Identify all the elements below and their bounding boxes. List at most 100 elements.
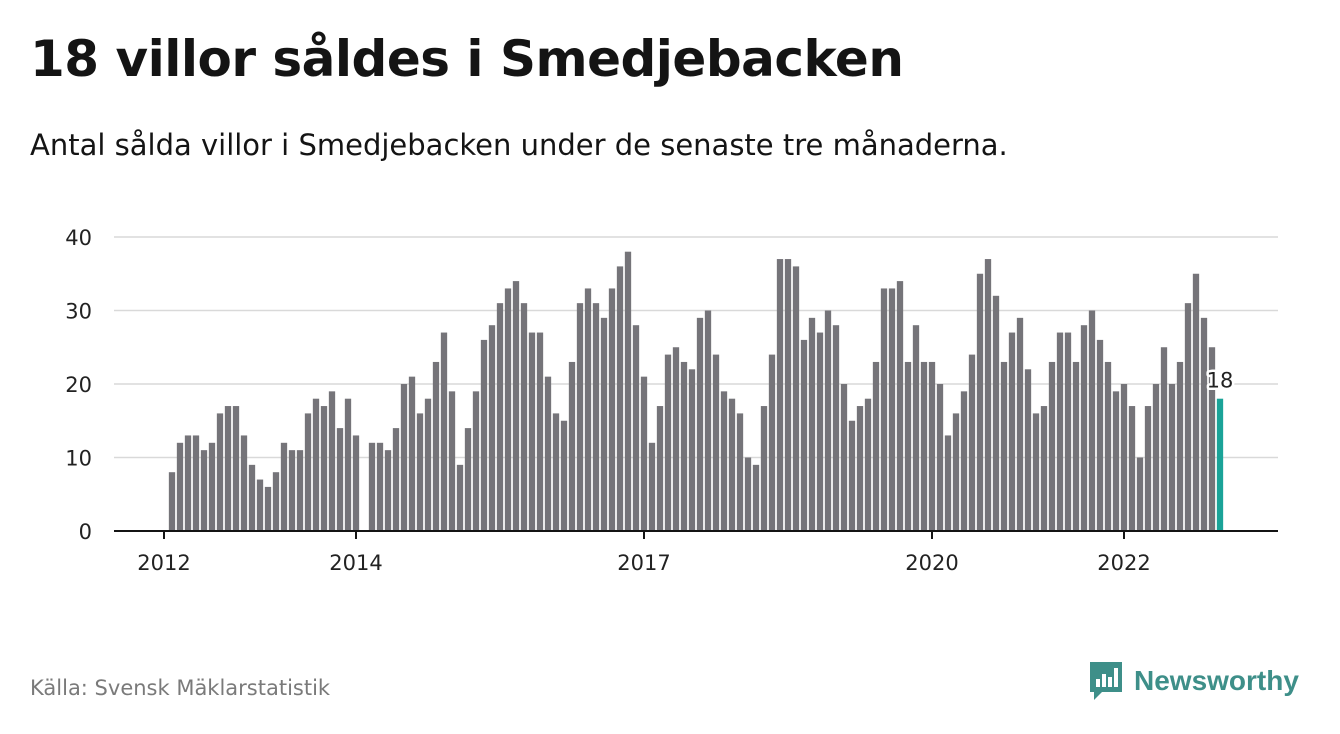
x-tick-label: 2017 — [617, 551, 670, 575]
bar — [904, 361, 912, 531]
bar — [1168, 384, 1176, 531]
bar — [192, 435, 200, 531]
bar — [776, 259, 784, 531]
bar — [920, 361, 928, 531]
bar — [448, 391, 456, 531]
y-tick-label: 10 — [65, 447, 92, 471]
bar — [728, 398, 736, 531]
bar — [896, 281, 904, 531]
highlight-annotation: 18 — [1204, 366, 1236, 395]
bar — [936, 384, 944, 531]
bar — [552, 413, 560, 531]
bar — [352, 435, 360, 531]
bar — [680, 361, 688, 531]
bar — [816, 332, 824, 531]
bar — [616, 266, 624, 531]
bar — [240, 435, 248, 531]
brand-name: Newsworthy — [1134, 665, 1299, 696]
chart-subtitle: Antal sålda villor i Smedjebacken under … — [30, 128, 1008, 162]
bar — [736, 413, 744, 531]
bar — [840, 384, 848, 531]
bar — [832, 325, 840, 531]
x-tick-label: 2014 — [329, 551, 382, 575]
bar — [760, 406, 768, 531]
bar — [1080, 325, 1088, 531]
bar — [168, 472, 176, 531]
bar — [464, 428, 472, 531]
bar — [1112, 391, 1120, 531]
bar — [1056, 332, 1064, 531]
bar — [1040, 406, 1048, 531]
bar — [824, 310, 832, 531]
bar — [648, 442, 656, 531]
bar — [872, 361, 880, 531]
bar — [592, 303, 600, 531]
bar — [1104, 361, 1112, 531]
bar — [296, 450, 304, 531]
bar — [1064, 332, 1072, 531]
bar — [992, 295, 1000, 531]
bar — [1176, 361, 1184, 531]
bar — [368, 442, 376, 531]
bar — [1000, 361, 1008, 531]
bar — [328, 391, 336, 531]
bar — [1120, 384, 1128, 531]
bar — [808, 317, 816, 531]
bar — [176, 442, 184, 531]
bar — [216, 413, 224, 531]
bar — [280, 442, 288, 531]
bar — [480, 339, 488, 531]
x-tick-label: 2020 — [905, 551, 958, 575]
bar-chart: 0 10 20 30 40 2012 2014 2017 2020 2022 18 — [65, 226, 1278, 575]
y-tick-label: 30 — [65, 300, 92, 324]
bar — [960, 391, 968, 531]
bar — [1032, 413, 1040, 531]
bar — [224, 406, 232, 531]
bar — [200, 450, 208, 531]
bar — [664, 354, 672, 531]
y-tick-label: 0 — [79, 520, 92, 544]
bar — [880, 288, 888, 531]
bar — [568, 361, 576, 531]
bar — [1192, 273, 1200, 531]
x-axis-ticks: 2012 2014 2017 2020 2022 — [137, 531, 1151, 575]
bar — [888, 288, 896, 531]
bar — [912, 325, 920, 531]
bar — [744, 457, 752, 531]
bar — [1184, 303, 1192, 531]
x-tick-label: 2012 — [137, 551, 190, 575]
bar — [528, 332, 536, 531]
bar — [632, 325, 640, 531]
bar — [288, 450, 296, 531]
bar-chart-icon — [1090, 662, 1122, 700]
bar — [1088, 310, 1096, 531]
bar — [400, 384, 408, 531]
bar — [336, 428, 344, 531]
bar — [696, 317, 704, 531]
y-tick-label: 20 — [65, 373, 92, 397]
bar — [608, 288, 616, 531]
bar — [184, 435, 192, 531]
bar — [496, 303, 504, 531]
bar — [584, 288, 592, 531]
bar — [768, 354, 776, 531]
bar — [1160, 347, 1168, 531]
bar — [424, 398, 432, 531]
bar — [456, 464, 464, 531]
source-note: Källa: Svensk Mäklarstatistik — [30, 676, 331, 700]
bar — [344, 398, 352, 531]
bar — [576, 303, 584, 531]
bar — [472, 391, 480, 531]
bar — [1008, 332, 1016, 531]
bar — [416, 413, 424, 531]
y-tick-label: 40 — [65, 226, 92, 250]
bar — [536, 332, 544, 531]
bar — [384, 450, 392, 531]
bar — [504, 288, 512, 531]
bar — [1144, 406, 1152, 531]
brand-logo: Newsworthy — [1088, 660, 1299, 702]
bar — [440, 332, 448, 531]
bar — [688, 369, 696, 531]
bar — [792, 266, 800, 531]
bar — [848, 420, 856, 531]
